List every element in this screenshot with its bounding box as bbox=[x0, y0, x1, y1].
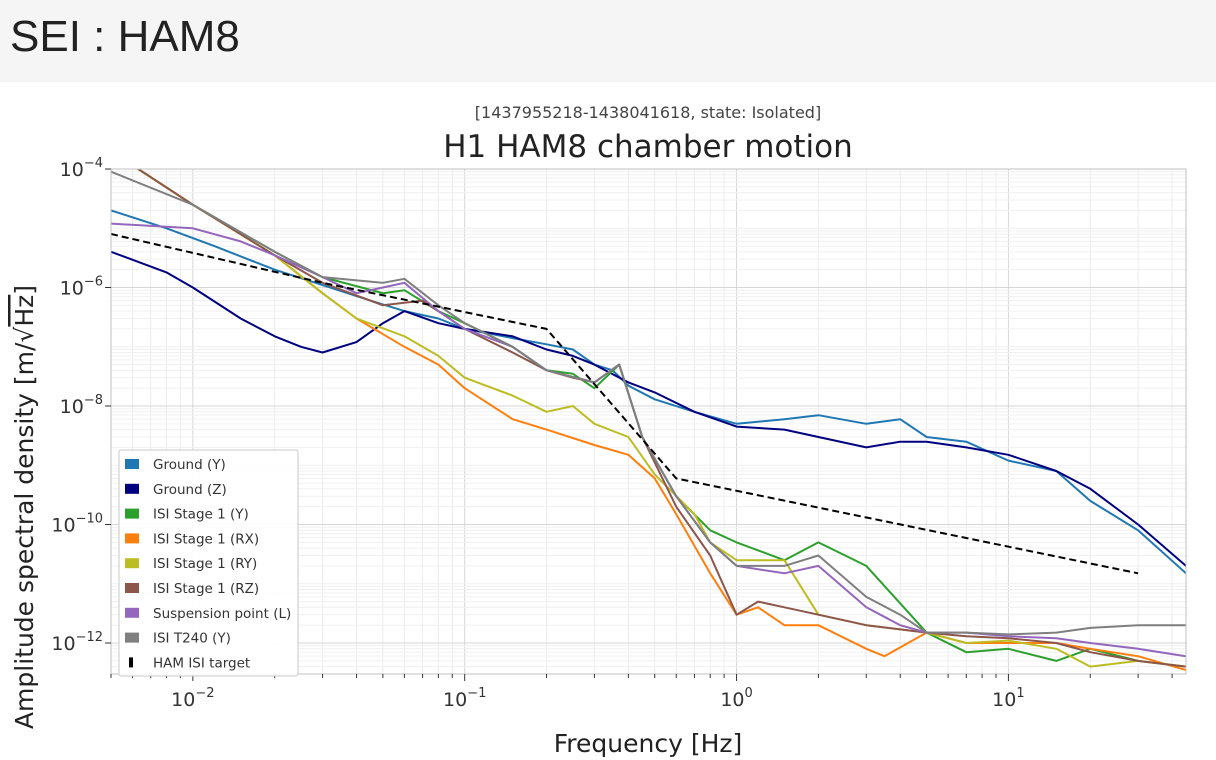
legend-swatch-3 bbox=[125, 533, 139, 544]
y-axis-label-prefix: Amplitude spectral density [m/ bbox=[10, 342, 39, 729]
legend-label-3: ISI Stage 1 (RX) bbox=[153, 531, 259, 547]
y-axis-label-suffix: ] bbox=[10, 285, 39, 295]
x-axis-label: Frequency [Hz] bbox=[554, 729, 743, 758]
legend-label-8: HAM ISI target bbox=[153, 655, 250, 671]
y-axis-label-unit: Hz bbox=[10, 295, 39, 327]
series-layer bbox=[111, 169, 1186, 671]
page-title: SEI : HAM8 bbox=[10, 12, 240, 61]
legend-label-1: Ground (Z) bbox=[153, 482, 227, 498]
asd-chart: [1437955218-1438041618, state: Isolated]… bbox=[10, 103, 1187, 758]
y-tick-label-3: 10−10 bbox=[51, 512, 103, 537]
legend-swatch-2 bbox=[125, 508, 139, 519]
legend-label-0: Ground (Y) bbox=[153, 457, 226, 473]
y-tick-label-2: 10−8 bbox=[60, 393, 103, 418]
legend-label-7: ISI T240 (Y) bbox=[153, 631, 231, 647]
chart-title: H1 HAM8 chamber motion bbox=[443, 129, 853, 165]
series-line-7 bbox=[111, 170, 1186, 636]
legend-swatch-5 bbox=[125, 583, 139, 593]
y-axis-label: Amplitude spectral density [m/√Hz] bbox=[10, 285, 39, 729]
chart-subtitle: [1437955218-1438041618, state: Isolated] bbox=[475, 103, 821, 122]
y-tick-label-0: 10−4 bbox=[60, 156, 103, 181]
series-line-5 bbox=[136, 169, 1186, 668]
legend-swatch-0 bbox=[125, 459, 139, 469]
page-header: SEI : HAM8 bbox=[0, 0, 1216, 82]
series-line-1 bbox=[111, 250, 1186, 567]
x-tick-label-1: 10−1 bbox=[443, 686, 486, 711]
legend-label-6: Suspension point (L) bbox=[153, 606, 291, 622]
y-tick-label-4: 10−12 bbox=[51, 630, 103, 655]
y-tick-label-1: 10−6 bbox=[60, 275, 103, 300]
ticks: 10−2 10−1 100 101 10−4 10−6 10−8 10−10 10−12 bbox=[51, 156, 1173, 711]
legend-swatch-8 bbox=[129, 657, 133, 668]
x-tick-label-0: 10−2 bbox=[171, 686, 214, 711]
legend: Ground (Y) Ground (Z) ISI Stage 1 (Y) ISI S… bbox=[118, 449, 299, 677]
series-line-4 bbox=[136, 169, 1186, 668]
series-line-3 bbox=[136, 169, 1186, 671]
legend-swatch-6 bbox=[125, 607, 139, 618]
x-tick-label-3: 101 bbox=[992, 686, 1024, 711]
legend-swatch-1 bbox=[125, 483, 139, 494]
legend-label-5: ISI Stage 1 (RZ) bbox=[153, 581, 259, 597]
legend-swatch-4 bbox=[125, 558, 139, 569]
plot-frame bbox=[110, 168, 1187, 675]
series-line-8 bbox=[111, 233, 1139, 575]
legend-label-2: ISI Stage 1 (Y) bbox=[153, 507, 249, 523]
x-tick-label-2: 100 bbox=[720, 686, 752, 711]
legend-box bbox=[118, 449, 299, 677]
y-axis-label-sqrt: √ bbox=[10, 327, 39, 343]
legend-swatch-7 bbox=[125, 632, 139, 643]
legend-label-4: ISI Stage 1 (RY) bbox=[153, 556, 257, 572]
